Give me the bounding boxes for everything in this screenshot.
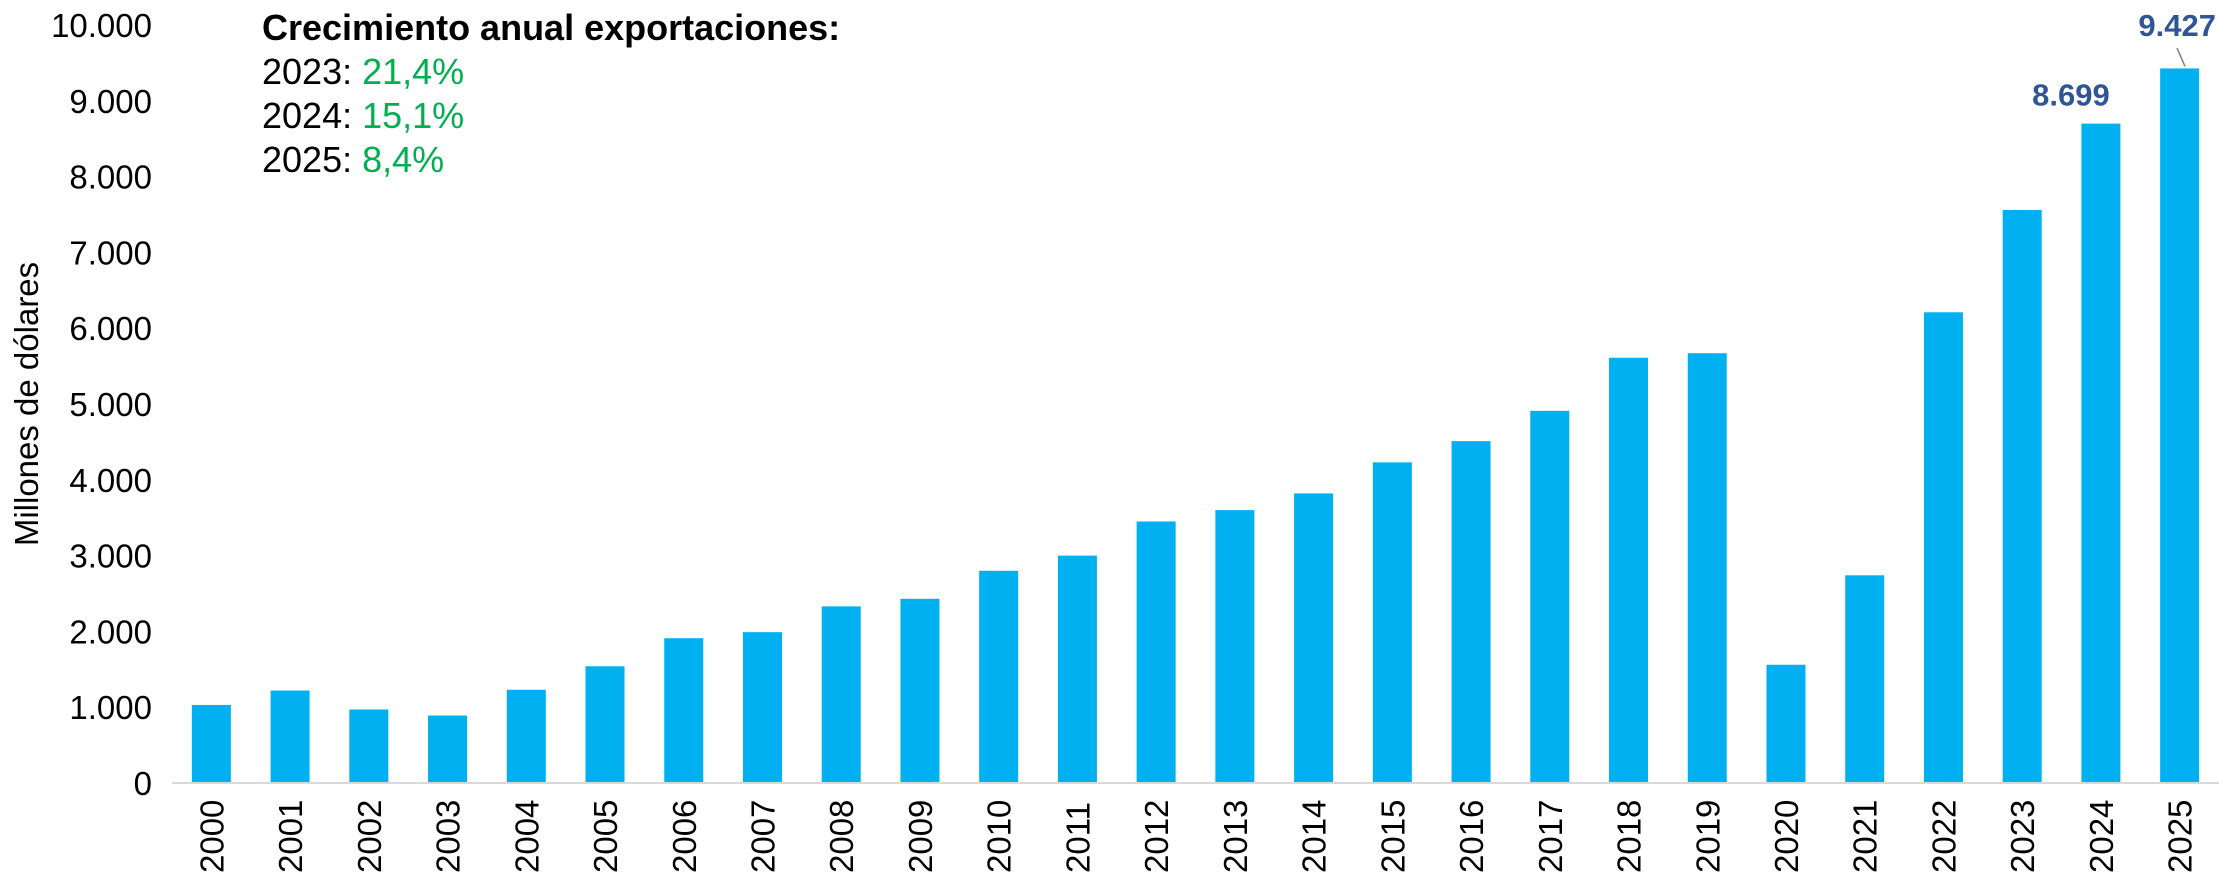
x-tick-label: 2024 bbox=[2083, 800, 2120, 873]
bar-2010 bbox=[979, 570, 1019, 783]
bar-2024 bbox=[2081, 123, 2121, 784]
y-tick-label: 9.000 bbox=[69, 83, 152, 120]
x-tick-label: 2010 bbox=[981, 800, 1018, 873]
x-tick-label: 2000 bbox=[193, 800, 230, 873]
bar-2005 bbox=[585, 666, 625, 783]
annotation-pct: 21,4% bbox=[362, 51, 465, 92]
bar-2021 bbox=[1845, 575, 1885, 783]
x-tick-label: 2008 bbox=[823, 800, 860, 873]
annotation-line-2025: 2025: 8,4% bbox=[262, 138, 840, 182]
y-tick-label: 3.000 bbox=[69, 538, 152, 575]
data-label-2024: 8.699 bbox=[2032, 78, 2110, 113]
y-tick-label: 1.000 bbox=[69, 689, 152, 726]
bar-2004 bbox=[506, 689, 546, 783]
x-tick-label: 2002 bbox=[351, 800, 388, 873]
bar-2011 bbox=[1057, 555, 1097, 783]
x-tick-label: 2006 bbox=[666, 800, 703, 873]
growth-annotation: Crecimiento anual exportaciones: 2023: 2… bbox=[262, 6, 840, 182]
bar-2020 bbox=[1766, 664, 1806, 783]
y-tick-label: 6.000 bbox=[69, 310, 152, 347]
x-tick-label: 2013 bbox=[1217, 800, 1254, 873]
bar-2003 bbox=[428, 715, 468, 783]
annotation-year: 2023: bbox=[262, 51, 353, 92]
annotation-pct: 15,1% bbox=[362, 95, 465, 136]
bar-2025 bbox=[2160, 68, 2200, 783]
bar-2019 bbox=[1687, 353, 1727, 783]
annotation-line-2023: 2023: 21,4% bbox=[262, 50, 840, 94]
x-tick-label: 2019 bbox=[1689, 800, 1726, 873]
x-tick-label: 2016 bbox=[1453, 800, 1490, 873]
annotation-line-2024: 2024: 15,1% bbox=[262, 94, 840, 138]
annotation-year: 2024: bbox=[262, 95, 353, 136]
x-tick-label: 2003 bbox=[430, 800, 467, 873]
data-label-2025: 9.427 bbox=[2138, 8, 2216, 43]
y-tick-label: 5.000 bbox=[69, 386, 152, 423]
y-tick-label: 8.000 bbox=[69, 159, 152, 196]
x-tick-label: 2001 bbox=[272, 800, 309, 873]
y-tick-label: 10.000 bbox=[51, 7, 152, 44]
x-tick-label: 2022 bbox=[1925, 800, 1962, 873]
annotation-pct: 8,4% bbox=[362, 139, 445, 180]
bar-2006 bbox=[664, 638, 704, 783]
bar-2001 bbox=[270, 690, 310, 783]
bar-2016 bbox=[1451, 441, 1491, 783]
y-tick-label: 7.000 bbox=[69, 234, 152, 271]
x-tick-label: 2015 bbox=[1374, 800, 1411, 873]
bar-2022 bbox=[1923, 312, 1963, 783]
x-tick-label: 2012 bbox=[1138, 800, 1175, 873]
x-tick-label: 2017 bbox=[1532, 800, 1569, 873]
x-tick-label: 2007 bbox=[744, 800, 781, 873]
x-tick-label: 2005 bbox=[587, 800, 624, 873]
bar-2014 bbox=[1294, 493, 1334, 783]
bar-2018 bbox=[1609, 357, 1649, 783]
y-tick-label: 2.000 bbox=[69, 613, 152, 650]
bar-2009 bbox=[900, 598, 940, 783]
bar-2012 bbox=[1136, 521, 1176, 783]
x-tick-label: 2018 bbox=[1611, 800, 1648, 873]
bar-2015 bbox=[1372, 462, 1412, 783]
y-axis-title: Millones de dólares bbox=[8, 262, 45, 546]
x-tick-label: 2009 bbox=[902, 800, 939, 873]
bar-2017 bbox=[1530, 410, 1570, 783]
y-tick-label: 4.000 bbox=[69, 462, 152, 499]
x-tick-label: 2025 bbox=[2162, 800, 2199, 873]
bar-2002 bbox=[349, 709, 389, 783]
bar-2013 bbox=[1215, 510, 1255, 783]
x-tick-label: 2011 bbox=[1059, 802, 1096, 873]
x-tick-label: 2023 bbox=[2004, 800, 2041, 873]
annotation-title: Crecimiento anual exportaciones: bbox=[262, 7, 841, 48]
data-label-leader-line bbox=[2176, 47, 2186, 67]
x-tick-label: 2004 bbox=[508, 800, 545, 873]
x-tick-label: 2014 bbox=[1296, 800, 1333, 873]
y-tick-label: 0 bbox=[134, 765, 152, 802]
x-tick-label: 2020 bbox=[1768, 800, 1805, 873]
bar-2000 bbox=[191, 704, 231, 783]
bar-2007 bbox=[742, 632, 782, 783]
bar-2008 bbox=[821, 606, 861, 783]
bar-2023 bbox=[2002, 209, 2042, 783]
annotation-year: 2025: bbox=[262, 139, 353, 180]
x-tick-label: 2021 bbox=[1847, 800, 1884, 873]
